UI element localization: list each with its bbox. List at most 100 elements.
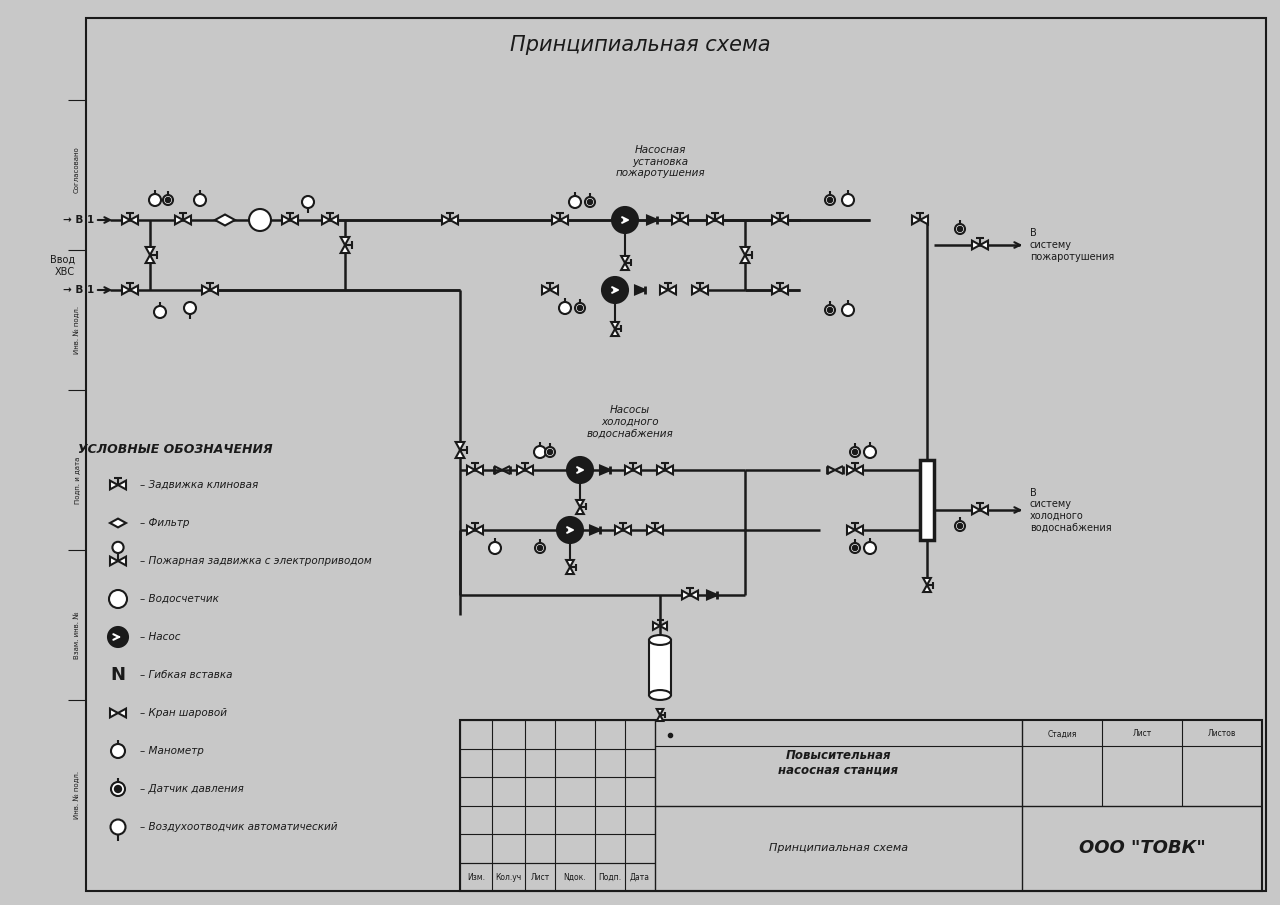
Circle shape [250, 209, 271, 231]
Circle shape [955, 521, 965, 531]
Circle shape [110, 820, 125, 834]
Circle shape [195, 194, 206, 206]
Polygon shape [122, 215, 131, 224]
Polygon shape [646, 526, 655, 534]
Polygon shape [590, 526, 600, 534]
Polygon shape [660, 622, 667, 630]
Polygon shape [920, 215, 928, 224]
Circle shape [154, 306, 166, 318]
Bar [460, 720, 1262, 891]
Circle shape [111, 744, 125, 758]
Text: Принципиальная схема: Принципиальная схема [509, 35, 771, 55]
Bar [649, 640, 671, 695]
Polygon shape [655, 526, 663, 534]
Polygon shape [657, 709, 663, 715]
Text: → В 1: → В 1 [63, 215, 93, 225]
Polygon shape [646, 215, 658, 224]
Polygon shape [475, 465, 483, 474]
Polygon shape [291, 215, 298, 224]
Circle shape [842, 194, 854, 206]
Polygon shape [131, 286, 138, 294]
Text: Насосы
холодного
водоснабжения: Насосы холодного водоснабжения [586, 405, 673, 438]
Circle shape [864, 446, 876, 458]
Polygon shape [525, 465, 532, 474]
Text: Принципиальная схема: Принципиальная схема [769, 843, 908, 853]
Text: Инв. № подл.: Инв. № подл. [74, 306, 81, 354]
Polygon shape [340, 237, 349, 245]
Polygon shape [110, 709, 118, 718]
Text: Ввод
ХВС: Ввод ХВС [50, 255, 76, 277]
Polygon shape [467, 526, 475, 534]
Ellipse shape [649, 635, 671, 645]
Text: ООО "ТОВК": ООО "ТОВК" [1079, 839, 1206, 857]
Circle shape [113, 542, 124, 553]
Circle shape [489, 542, 500, 554]
Polygon shape [692, 286, 700, 294]
Polygon shape [847, 465, 855, 474]
Circle shape [111, 782, 125, 796]
Circle shape [545, 447, 556, 457]
Text: Кол.уч: Кол.уч [495, 872, 522, 881]
Polygon shape [202, 286, 210, 294]
Polygon shape [146, 247, 155, 255]
Polygon shape [672, 215, 680, 224]
Polygon shape [700, 286, 708, 294]
Polygon shape [625, 465, 634, 474]
Polygon shape [282, 215, 291, 224]
Polygon shape [323, 215, 330, 224]
Text: Лист: Лист [530, 872, 549, 881]
Polygon shape [561, 215, 568, 224]
Text: Дата: Дата [630, 872, 650, 881]
Polygon shape [576, 507, 584, 514]
Text: – Фильтр: – Фильтр [140, 518, 189, 528]
Polygon shape [680, 215, 689, 224]
Polygon shape [923, 585, 931, 592]
Circle shape [165, 198, 170, 202]
Polygon shape [621, 263, 628, 270]
Polygon shape [600, 465, 611, 474]
Polygon shape [741, 255, 749, 263]
Polygon shape [456, 450, 465, 458]
Polygon shape [550, 286, 558, 294]
Polygon shape [614, 526, 623, 534]
Polygon shape [855, 465, 863, 474]
Circle shape [852, 450, 858, 454]
Text: Лист: Лист [1133, 729, 1152, 738]
Circle shape [957, 524, 963, 529]
Circle shape [828, 308, 832, 312]
Circle shape [109, 590, 127, 608]
Polygon shape [707, 215, 716, 224]
Polygon shape [911, 215, 920, 224]
Text: Подп.: Подп. [599, 872, 622, 881]
Text: Подп. и дата: Подп. и дата [74, 456, 79, 504]
Polygon shape [146, 255, 155, 263]
Polygon shape [682, 591, 690, 599]
Polygon shape [110, 557, 118, 566]
Circle shape [534, 446, 547, 458]
Polygon shape [541, 286, 550, 294]
Text: → В 1: → В 1 [63, 285, 93, 295]
Polygon shape [451, 215, 458, 224]
Polygon shape [772, 286, 780, 294]
Circle shape [557, 517, 582, 543]
Polygon shape [855, 526, 863, 534]
Text: В
систему
пожаротушения: В систему пожаротушения [1030, 228, 1115, 262]
Text: – Насос: – Насос [140, 632, 180, 642]
Circle shape [850, 447, 860, 457]
Bar [920, 460, 934, 540]
Text: УСЛОВНЫЕ ОБОЗНАЧЕНИЯ: УСЛОВНЫЕ ОБОЗНАЧЕНИЯ [78, 443, 273, 456]
Polygon shape [657, 465, 666, 474]
Circle shape [828, 198, 832, 202]
Text: Nдок.: Nдок. [563, 872, 586, 881]
Polygon shape [972, 506, 980, 514]
Circle shape [108, 627, 128, 647]
Text: Насосная
установка
пожаротушения: Насосная установка пожаротушения [616, 145, 705, 178]
Circle shape [184, 302, 196, 314]
Polygon shape [657, 715, 663, 721]
Text: Листов: Листов [1208, 729, 1236, 738]
Circle shape [864, 542, 876, 554]
Polygon shape [330, 215, 338, 224]
Polygon shape [780, 286, 788, 294]
Polygon shape [621, 256, 628, 263]
Polygon shape [653, 622, 660, 630]
